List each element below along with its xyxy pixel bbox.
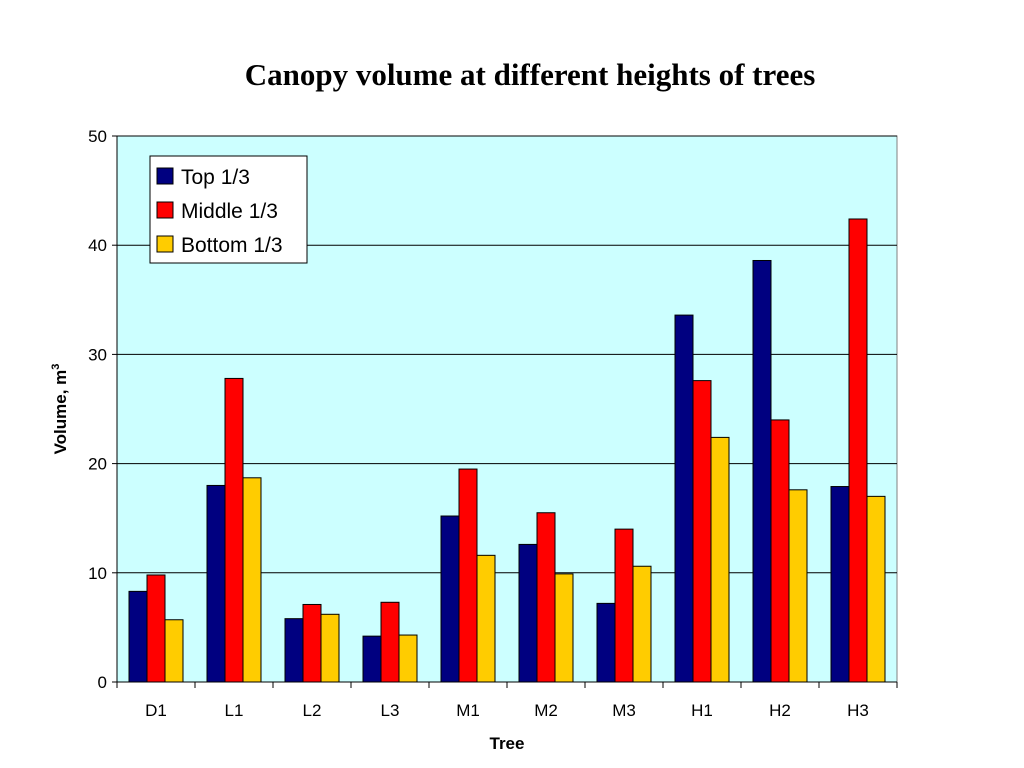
x-tick-label: M1 [456, 701, 480, 720]
x-tick-label: M3 [612, 701, 636, 720]
y-axis-title-text: Volume, m [51, 370, 70, 455]
bar-M1-bottom [476, 554, 496, 683]
x-tick-label: L3 [381, 701, 400, 720]
bar-L3-bottom [398, 634, 418, 683]
bar-M1-top [440, 515, 460, 683]
x-tick-label: H1 [691, 701, 713, 720]
bar-H1-bottom [710, 436, 730, 683]
bar-D1-middle [146, 574, 166, 683]
bar-M3-top [596, 602, 616, 683]
x-tick-label: L1 [225, 701, 244, 720]
bar-H1-middle [692, 380, 712, 683]
bar-L3-middle [380, 601, 400, 683]
legend: Top 1/3 Middle 1/3 Bottom 1/3 [149, 155, 308, 264]
x-tick-label: M2 [534, 701, 558, 720]
bar-L2-top [284, 618, 304, 683]
bar-L1-top [206, 484, 226, 683]
bar-L2-middle [302, 603, 322, 683]
bar-M1-middle [458, 468, 478, 683]
legend-swatch [156, 167, 174, 185]
chart-title: Canopy volume at different heights of tr… [245, 57, 816, 92]
bar-M2-bottom [554, 573, 574, 683]
bar-L1-middle [224, 377, 244, 683]
y-tick-label: 0 [98, 673, 107, 692]
bar-H2-bottom [788, 489, 808, 683]
legend-swatch [156, 201, 174, 219]
y-tick-label: 40 [88, 236, 107, 255]
bar-H3-bottom [866, 495, 886, 683]
bars [128, 218, 886, 683]
y-tick-label: 20 [88, 455, 107, 474]
bar-D1-top [128, 590, 148, 683]
bar-H1-top [674, 314, 694, 683]
y-tick-label: 10 [88, 564, 107, 583]
x-tick-label: L2 [303, 701, 322, 720]
y-axis-ticks: 0 10 20 30 40 50 [88, 127, 117, 692]
legend-label: Top 1/3 [181, 166, 250, 189]
legend-swatch [156, 235, 174, 253]
bar-L3-top [362, 635, 382, 683]
y-tick-label: 50 [88, 127, 107, 146]
x-axis-ticks: D1 L1 L2 L3 M1 M2 M3 H1 H2 H3 [116, 682, 898, 720]
y-axis-title-superscript: 3 [50, 364, 62, 370]
x-tick-label: D1 [145, 701, 167, 720]
bar-L1-bottom [242, 477, 262, 683]
bar-H2-top [752, 259, 772, 683]
bar-H3-top [830, 486, 850, 683]
x-tick-label: H2 [769, 701, 791, 720]
legend-label: Bottom 1/3 [181, 234, 283, 257]
bar-H2-middle [770, 419, 790, 683]
y-tick-label: 30 [88, 345, 107, 364]
bar-M2-top [518, 543, 538, 683]
bar-M3-middle [614, 528, 634, 683]
bar-M3-bottom [632, 565, 652, 683]
bar-M2-middle [536, 512, 556, 683]
x-axis-title: Tree [490, 734, 525, 753]
legend-label: Middle 1/3 [181, 200, 278, 223]
x-tick-label: H3 [847, 701, 869, 720]
y-axis-title: Volume, m3 [50, 364, 70, 455]
bar-D1-bottom [164, 619, 184, 683]
legend-box [149, 155, 308, 264]
bar-H3-middle [848, 218, 868, 683]
bar-L2-bottom [320, 613, 340, 683]
